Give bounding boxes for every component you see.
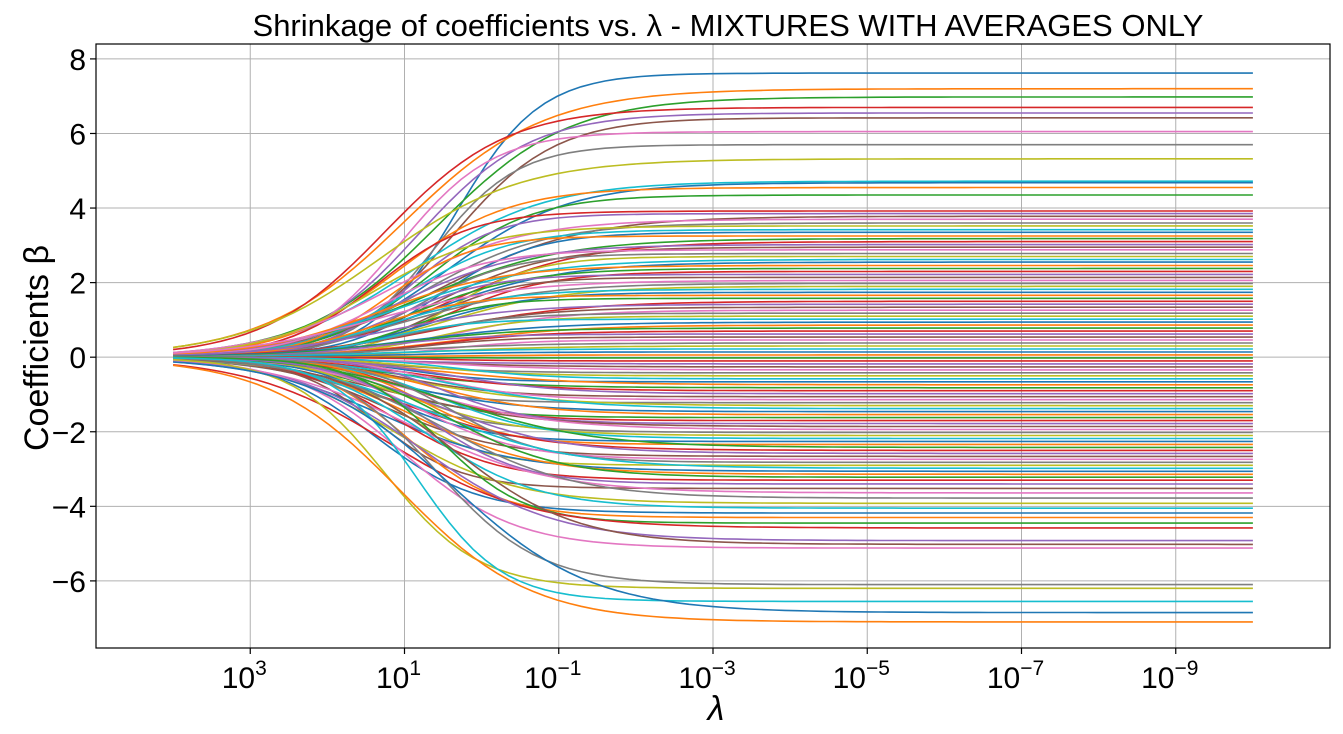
coefficient-path-line xyxy=(173,243,1253,356)
coefficient-path-line xyxy=(173,303,1253,357)
x-tick-label: 10−7 xyxy=(987,657,1044,695)
coefficient-path-line xyxy=(173,359,1253,428)
x-tick-label: 10−1 xyxy=(524,657,581,695)
coefficient-path-line xyxy=(173,96,1253,354)
coefficient-path-line xyxy=(173,358,1253,449)
coefficient-path-line xyxy=(173,348,1253,358)
x-tick-base: 10 xyxy=(222,662,255,695)
x-tick-label: 10−3 xyxy=(678,657,735,695)
coefficient-path-line xyxy=(173,143,1253,358)
coefficient-path-line xyxy=(173,358,1253,476)
coefficient-path-line xyxy=(173,357,1253,519)
coefficient-path-line xyxy=(173,130,1253,357)
y-tick-label: 0 xyxy=(69,342,86,375)
coefficient-path-line xyxy=(173,356,1253,404)
x-tick-exponent: −1 xyxy=(557,657,581,680)
coefficient-path-line xyxy=(173,294,1253,358)
coefficient-path-line xyxy=(173,356,1253,380)
y-tick-label: 6 xyxy=(69,118,86,151)
coefficient-path-line xyxy=(173,356,1253,377)
coefficient-path-line xyxy=(173,357,1253,603)
x-tick-label: 10−9 xyxy=(1141,657,1198,695)
x-tick-label: 10−5 xyxy=(833,657,890,695)
coefficient-path-line xyxy=(173,356,1253,485)
coefficient-path-line xyxy=(173,215,1253,356)
x-tick-base: 10 xyxy=(1141,662,1174,695)
y-tick-label: −2 xyxy=(52,417,86,450)
x-tick-exponent: −9 xyxy=(1174,657,1198,680)
coefficient-path-line xyxy=(173,361,1253,473)
coefficient-path-line xyxy=(173,357,1253,410)
x-tick-base: 10 xyxy=(987,662,1020,695)
coefficient-path-line xyxy=(173,356,1253,464)
x-tick-exponent: 3 xyxy=(255,657,267,680)
x-tick-base: 10 xyxy=(524,662,557,695)
coefficient-path-line xyxy=(173,358,1253,458)
x-tick-base: 10 xyxy=(833,662,866,695)
coefficient-path-line xyxy=(173,357,1253,431)
x-axis-label: λ xyxy=(706,690,725,728)
coefficient-path-line xyxy=(173,358,1253,590)
coefficient-path-line xyxy=(173,106,1253,351)
coefficient-path-line xyxy=(173,360,1253,494)
coefficient-path-line xyxy=(173,356,1253,425)
x-axis-ticks: 103 101 10−1 10−3 10−5 10−7 10−9 xyxy=(222,648,1198,695)
y-tick-label: −6 xyxy=(52,566,86,599)
coefficient-path-line xyxy=(173,252,1253,358)
coefficient-path-line xyxy=(173,279,1253,354)
coefficient-path-line xyxy=(173,288,1253,357)
coefficient-path-line xyxy=(173,357,1253,586)
coefficient-path-line xyxy=(173,356,1253,362)
coefficient-path-line xyxy=(173,264,1253,356)
y-tick-label: 4 xyxy=(69,193,86,226)
x-tick-exponent: −7 xyxy=(1020,657,1044,680)
coefficient-path-line xyxy=(173,356,1253,395)
coefficient-path-line xyxy=(173,358,1253,546)
coefficient-path-line xyxy=(173,218,1253,354)
x-tick-base: 10 xyxy=(376,662,409,695)
coefficient-path-line xyxy=(173,112,1253,355)
coefficient-path-line xyxy=(173,364,1253,529)
coefficient-path-line xyxy=(172,158,1253,349)
coefficient-path-line xyxy=(172,87,1253,349)
coefficient-path-line xyxy=(173,358,1253,499)
coefficient-path-line xyxy=(173,318,1253,358)
coefficient-path-line xyxy=(173,249,1253,357)
coefficient-path-line xyxy=(173,212,1253,358)
coefficient-path-line xyxy=(173,361,1253,614)
coefficient-path-line xyxy=(173,359,1253,470)
x-tick-exponent: −3 xyxy=(712,657,736,680)
coefficient-path-line xyxy=(173,357,1253,461)
coefficient-path-line xyxy=(173,258,1253,355)
coefficient-path-line xyxy=(173,342,1253,358)
coefficient-path-line xyxy=(172,364,1253,623)
coefficient-path-line xyxy=(173,356,1253,446)
y-tick-label: −4 xyxy=(52,491,86,524)
x-tick-label: 101 xyxy=(376,657,421,695)
series-lines xyxy=(172,72,1253,623)
coefficient-path-line xyxy=(173,333,1253,358)
coefficient-path-line xyxy=(173,282,1253,357)
y-axis-label: Coefficients β xyxy=(18,245,56,451)
y-tick-label: 2 xyxy=(69,268,86,301)
coefficient-path-line xyxy=(173,235,1253,358)
x-tick-exponent: 1 xyxy=(409,657,421,680)
y-tick-label: 8 xyxy=(69,44,86,77)
x-tick-label: 103 xyxy=(222,657,267,695)
x-tick-base: 10 xyxy=(678,662,711,695)
x-tick-exponent: −5 xyxy=(866,657,890,680)
coefficient-path-line xyxy=(173,357,1253,392)
chart-title: Shrinkage of coefficients vs. λ - MIXTUR… xyxy=(253,8,1204,43)
coefficient-path-line xyxy=(173,225,1253,355)
y-axis-ticks: 8 6 4 2 0 −2 −4 −6 xyxy=(52,44,96,599)
coefficient-path-line xyxy=(173,359,1253,549)
coefficient-path-line xyxy=(173,356,1253,440)
coefficient-path-line xyxy=(173,231,1253,358)
coefficient-path-line xyxy=(173,358,1253,509)
coefficient-path-line xyxy=(173,359,1253,514)
coefficient-path-line xyxy=(173,356,1253,524)
coefficient-path-line xyxy=(173,351,1253,358)
coefficient-path-line xyxy=(173,360,1253,542)
